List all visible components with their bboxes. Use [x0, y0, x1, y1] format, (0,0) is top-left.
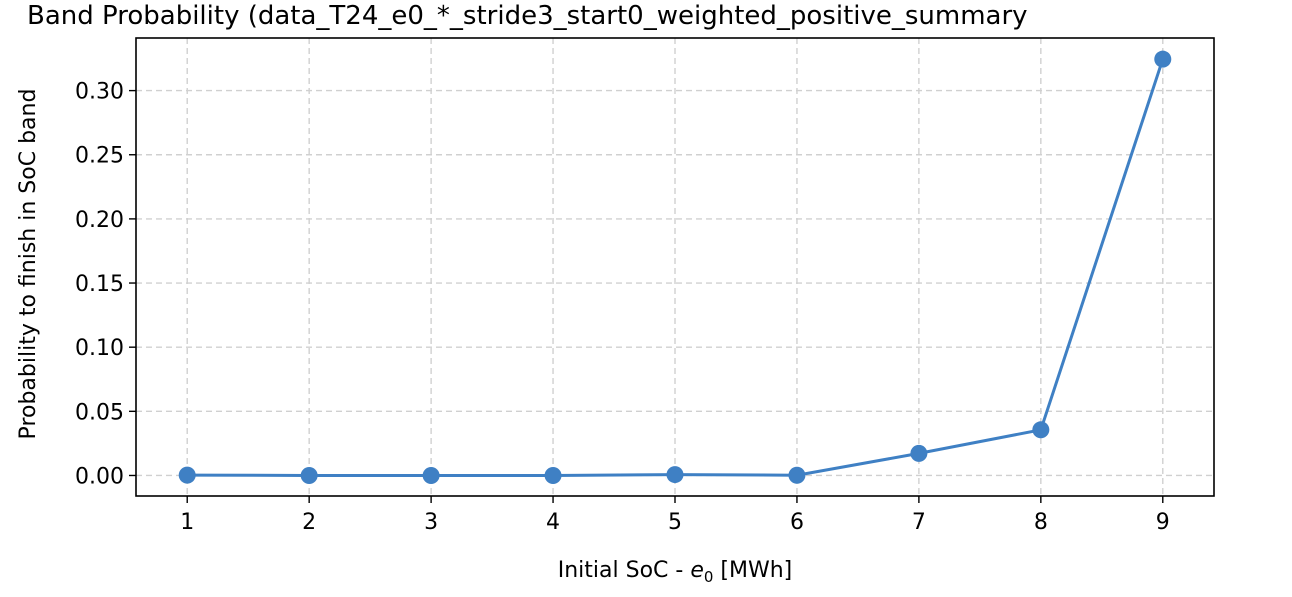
y-tick-label: 0.20: [75, 208, 124, 233]
grid: [136, 38, 1214, 496]
x-tick-label: 9: [1156, 510, 1170, 535]
ticks: 1 2 3 4 5 6 7 8 9 0.00 0.05 0.10 0.15 0.20 0.25 0.30: [75, 80, 1170, 535]
plot-frame: [135, 37, 1215, 497]
data-point: [1154, 50, 1172, 68]
x-axis-label-subscript: 0: [704, 568, 714, 586]
data-point: [178, 466, 196, 484]
y-tick-label: 0.25: [75, 144, 124, 169]
x-tick-label: 6: [790, 510, 804, 535]
x-axis-label: Initial SoC - e0 [MWh]: [558, 558, 793, 586]
x-tick-label: 7: [912, 510, 926, 535]
data-point: [422, 466, 440, 484]
data-point: [544, 466, 562, 484]
x-tick-label: 4: [546, 510, 560, 535]
y-tick-label: 0.10: [75, 336, 124, 361]
x-tick-label: 2: [302, 510, 316, 535]
x-axis-label-suffix: [MWh]: [713, 558, 792, 583]
y-tick-label: 0.00: [75, 464, 124, 489]
series: [178, 50, 1172, 484]
y-tick-label: 0.05: [75, 400, 124, 425]
chart-title: Band Probability (data_T24_e0_*_stride3_…: [27, 1, 1028, 31]
x-tick-label: 3: [424, 510, 438, 535]
y-tick-label: 0.30: [75, 80, 124, 105]
y-axis-label: Probability to finish in SoC band: [16, 89, 41, 440]
data-point: [1032, 421, 1050, 439]
x-tick-label: 1: [180, 510, 194, 535]
data-point: [788, 466, 806, 484]
data-point: [666, 466, 684, 484]
x-axis-label-symbol: e: [690, 558, 704, 583]
x-axis-label-prefix: Initial SoC -: [558, 558, 691, 583]
y-tick-label: 0.15: [75, 272, 124, 297]
x-tick-label: 5: [668, 510, 682, 535]
x-tick-label: 8: [1034, 510, 1048, 535]
data-point: [910, 444, 928, 462]
data-point: [300, 466, 318, 484]
